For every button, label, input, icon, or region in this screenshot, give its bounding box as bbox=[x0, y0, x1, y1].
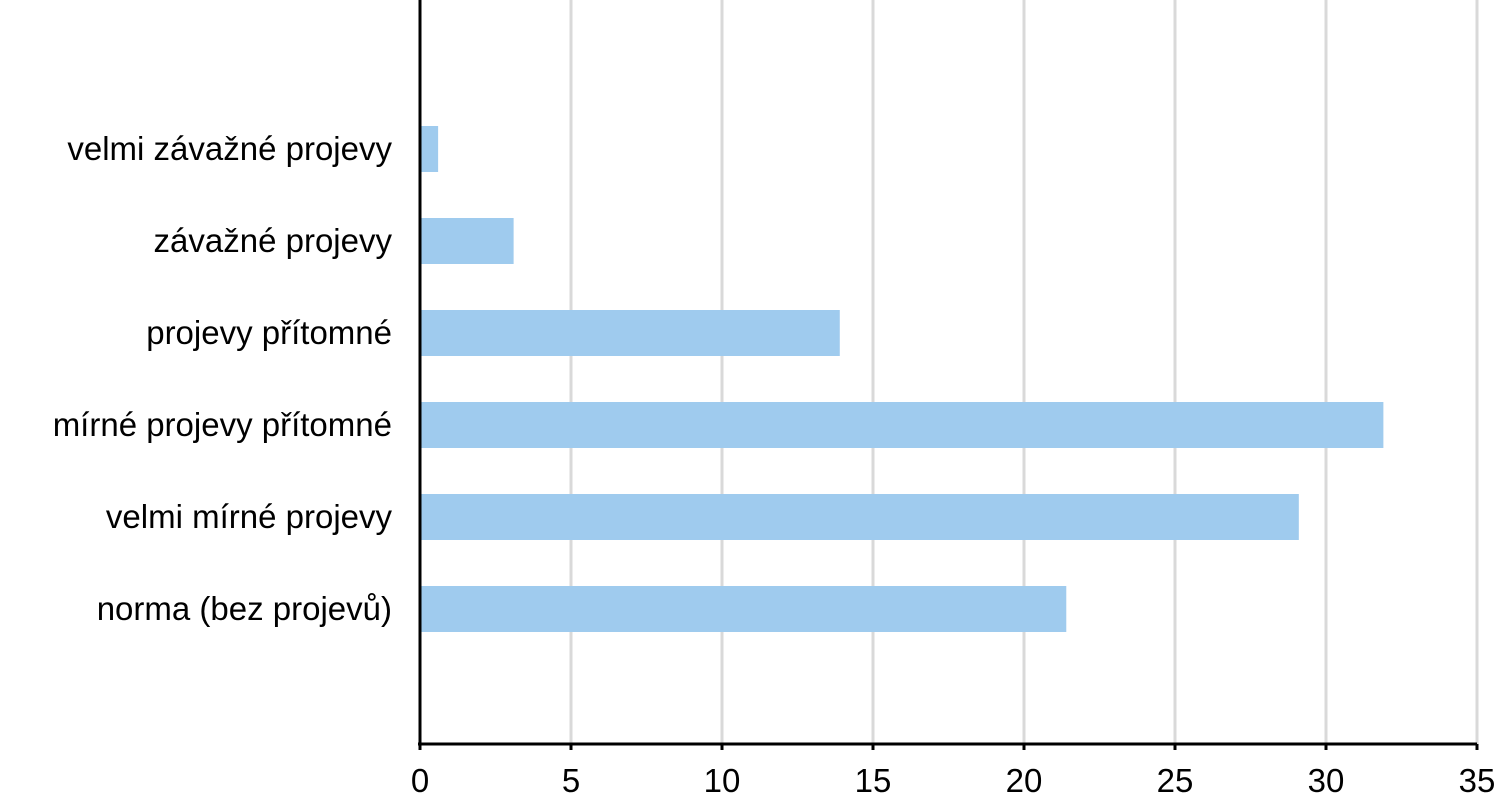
bar bbox=[420, 218, 514, 264]
x-tick-label: 35 bbox=[1459, 762, 1496, 799]
bars bbox=[420, 126, 1384, 632]
x-tick-label: 25 bbox=[1157, 762, 1194, 799]
category-label: projevy přítomné bbox=[146, 314, 392, 351]
bar bbox=[420, 402, 1384, 448]
x-tick-labels: 0 5 10 15 20 25 30 35 bbox=[411, 762, 1496, 799]
x-tick-label: 30 bbox=[1308, 762, 1345, 799]
category-labels: velmi závažné projevy závažné projevy proj… bbox=[53, 130, 393, 627]
x-tick-label: 10 bbox=[704, 762, 741, 799]
category-label: velmi závažné projevy bbox=[67, 130, 392, 167]
gridlines bbox=[569, 0, 1479, 744]
x-tick-label: 15 bbox=[855, 762, 892, 799]
bar bbox=[420, 586, 1067, 632]
category-label: závažné projevy bbox=[154, 222, 393, 259]
axes bbox=[418, 0, 1479, 750]
category-label: norma (bez projevů) bbox=[97, 590, 392, 627]
x-tick-label: 20 bbox=[1006, 762, 1043, 799]
x-tick-label: 0 bbox=[411, 762, 429, 799]
bar bbox=[420, 494, 1299, 540]
bar bbox=[420, 126, 439, 172]
category-label: mírné projevy přítomné bbox=[53, 406, 392, 443]
bar bbox=[420, 310, 840, 356]
x-tick-label: 5 bbox=[562, 762, 580, 799]
category-label: velmi mírné projevy bbox=[106, 498, 393, 535]
